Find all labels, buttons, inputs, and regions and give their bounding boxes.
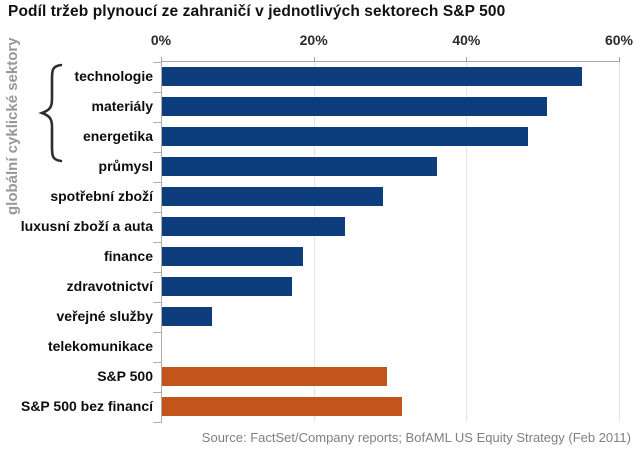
y-axis-tick <box>153 332 162 333</box>
y-axis-tick <box>153 392 162 393</box>
bar-12 <box>162 397 403 416</box>
y-axis-tick <box>153 302 162 303</box>
y-axis-tick <box>153 182 162 183</box>
y-axis-tick <box>153 362 162 363</box>
bar-2 <box>162 97 548 116</box>
bar-6 <box>162 217 346 236</box>
bar-1 <box>162 67 582 86</box>
x-axis-tick-label: 20% <box>299 32 328 48</box>
source-note: Source: FactSet/Company reports; BofAML … <box>201 430 631 445</box>
y-axis-tick <box>153 212 162 213</box>
x-axis-tick <box>161 57 162 62</box>
category-label-2: materiály <box>91 98 153 114</box>
x-axis-tick <box>619 57 620 62</box>
category-label-7: finance <box>103 248 153 264</box>
y-axis-tick <box>153 422 162 423</box>
category-labels: technologie materiály energetika průmysl spo… <box>0 61 153 421</box>
y-axis-tick <box>153 242 162 243</box>
x-axis-tick <box>313 57 315 62</box>
gridline-40 <box>466 62 468 422</box>
y-axis-tick <box>153 272 162 273</box>
x-axis-tick-label: 0% <box>150 32 172 48</box>
plot-area <box>153 57 620 423</box>
category-label-3: energetika <box>82 128 153 144</box>
category-label-5: spotřební zboží <box>50 188 153 204</box>
bar-8 <box>162 277 292 296</box>
x-axis-tick-label: 40% <box>452 32 481 48</box>
y-axis-tick <box>153 122 162 123</box>
x-axis-tick <box>466 57 468 62</box>
y-axis-tick <box>153 62 162 63</box>
y-axis-tick <box>153 92 162 93</box>
bar-11 <box>162 367 388 386</box>
bar-9 <box>162 307 212 326</box>
category-label-11: S&P 500 <box>97 368 153 384</box>
bar-4 <box>162 157 437 176</box>
category-label-9: veřejné služby <box>56 308 154 324</box>
category-label-6: luxusní zboží a auta <box>20 218 153 234</box>
gridline-20 <box>313 62 315 422</box>
bar-3 <box>162 127 529 146</box>
bar-7 <box>162 247 304 266</box>
bar-5 <box>162 187 384 206</box>
curly-brace <box>38 63 63 163</box>
chart-title: Podíl tržeb plynoucí ze zahraničí v jedn… <box>8 3 506 20</box>
x-axis-tick-labels: 0% 20% 40% 60% <box>151 32 633 50</box>
category-label-8: zdravotnictví <box>66 278 153 294</box>
category-label-12: S&P 500 bez financí <box>20 398 153 414</box>
category-label-1: technologie <box>74 68 153 84</box>
category-label-4: průmysl <box>98 158 153 174</box>
gridline-60 <box>619 62 620 422</box>
category-label-10: telekomunikace <box>47 338 153 354</box>
x-axis-tick-label: 60% <box>604 32 634 48</box>
y-axis-tick <box>153 152 162 153</box>
